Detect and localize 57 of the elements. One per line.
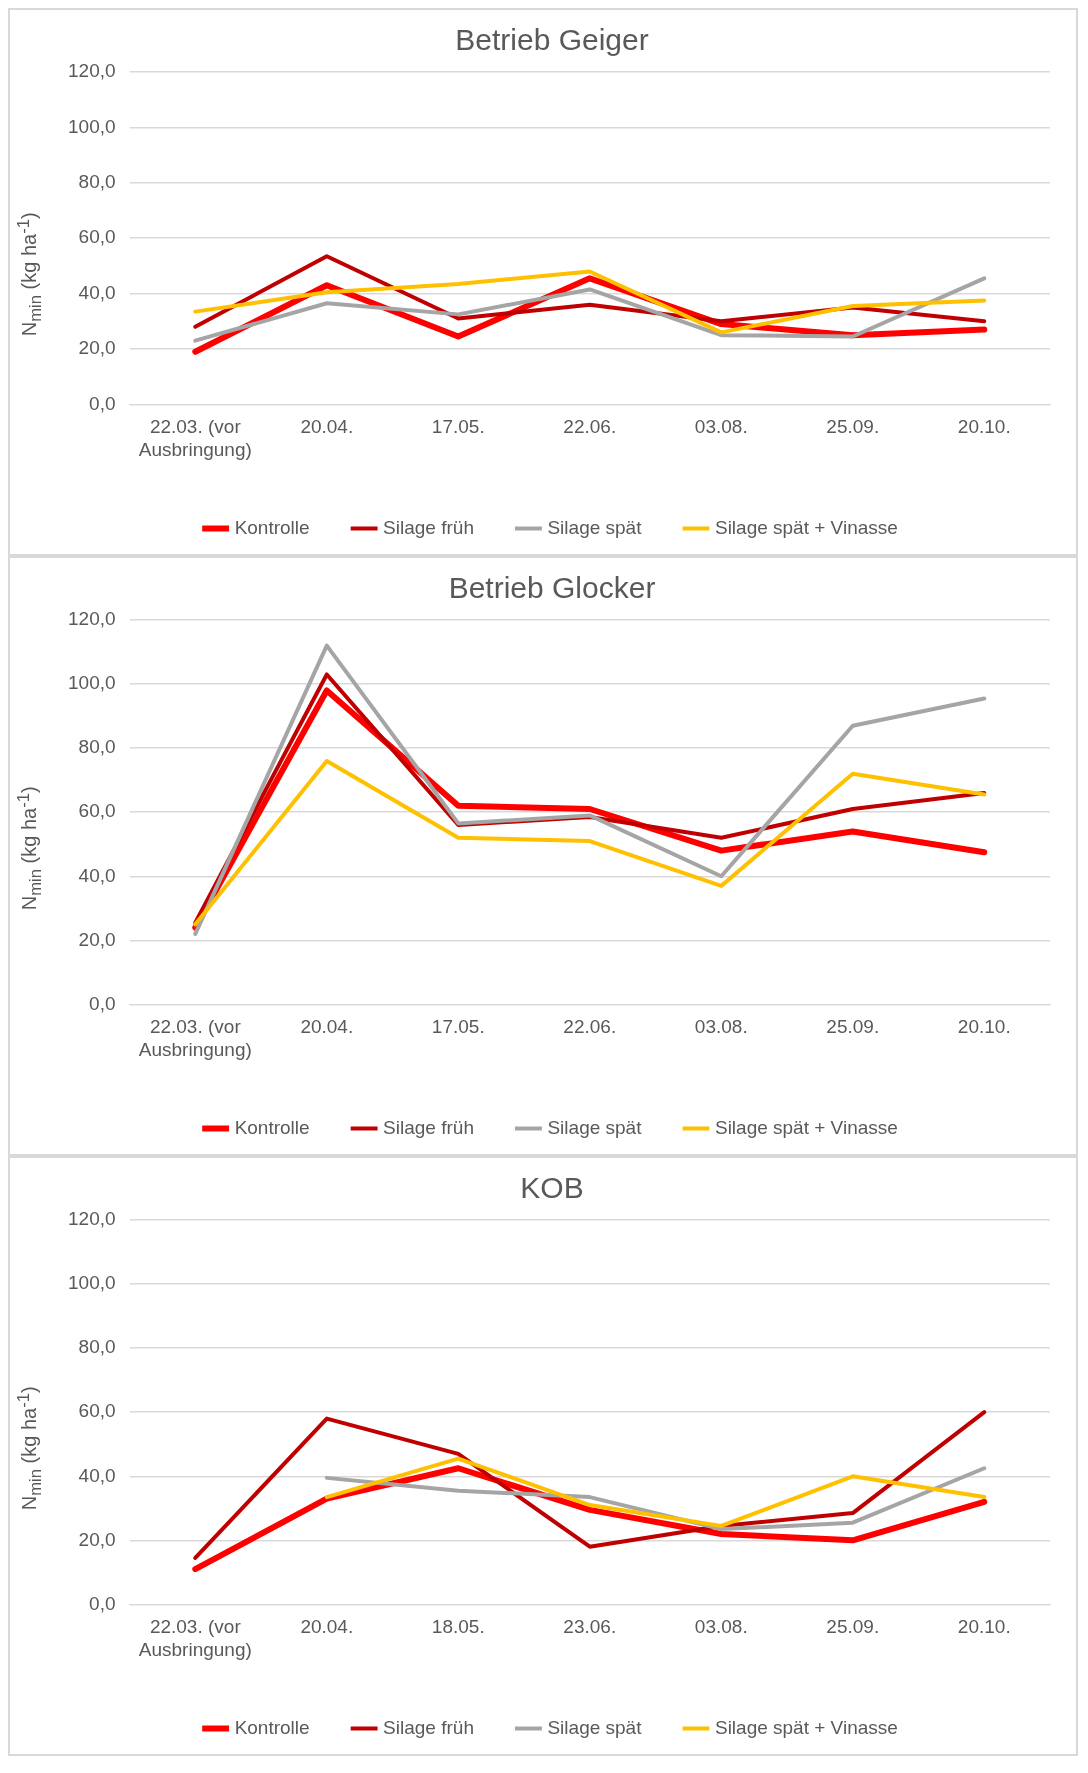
y-tick-label: 40,0	[78, 1464, 116, 1486]
x-tick-label: 20.04.	[300, 1016, 354, 1038]
x-tick-label: 17.05.	[431, 1016, 485, 1038]
legend-label: Silage spät	[547, 1716, 643, 1738]
legend-label: Kontrolle	[234, 1116, 310, 1138]
legend-label: Silage spät + Vinasse	[714, 1116, 898, 1138]
x-tick-label: 20.04.	[300, 1616, 354, 1638]
legend-label: Silage spät	[547, 516, 643, 538]
legend-label: Silage früh	[383, 1116, 474, 1138]
y-tick-label: 20,0	[78, 337, 116, 359]
y-tick-label: 0,0	[89, 392, 116, 414]
x-tick-label: 20.10.	[957, 1016, 1011, 1038]
x-tick-label: 25.09.	[826, 416, 880, 438]
y-tick-label: 0,0	[89, 1592, 116, 1614]
x-tick-label: 03.08.	[694, 416, 748, 438]
y-tick-label: 60,0	[78, 226, 116, 248]
y-tick-label: 20,0	[78, 1528, 116, 1550]
x-tick-label: 23.06.	[563, 1616, 617, 1638]
y-tick-label: 80,0	[78, 1336, 116, 1358]
y-tick-label: 100,0	[68, 672, 116, 694]
y-tick-label: 40,0	[78, 864, 116, 886]
x-tick-label: 25.09.	[826, 1616, 880, 1638]
x-tick-label: 03.08.	[694, 1616, 748, 1638]
chart-title: Betrieb Geiger	[455, 23, 649, 57]
chart-title: Betrieb Glocker	[448, 571, 656, 605]
legend-label: Kontrolle	[234, 1716, 310, 1738]
y-tick-label: 20,0	[78, 928, 116, 950]
legend-label: Silage früh	[383, 1716, 474, 1738]
y-tick-label: 60,0	[78, 800, 116, 822]
x-tick-label: 20.04.	[300, 416, 354, 438]
x-tick-label: 18.05.	[431, 1616, 485, 1638]
y-tick-label: 40,0	[78, 281, 116, 303]
y-tick-label: 60,0	[78, 1400, 116, 1422]
legend-label: Silage spät + Vinasse	[714, 516, 898, 538]
y-tick-label: 80,0	[78, 171, 116, 193]
x-tick-label: 22.03. (vor Ausbringung)	[138, 416, 252, 460]
legend-label: Silage spät	[547, 1116, 643, 1138]
y-tick-label: 120,0	[68, 60, 116, 82]
y-tick-label: 100,0	[68, 115, 116, 137]
y-tick-label: 0,0	[89, 992, 116, 1014]
chart-title: KOB	[520, 1171, 584, 1205]
legend-label: Silage früh	[383, 516, 474, 538]
x-tick-label: 17.05.	[431, 416, 485, 438]
x-tick-label: 22.06.	[563, 416, 617, 438]
x-tick-label: 22.06.	[563, 1016, 617, 1038]
y-tick-label: 80,0	[78, 736, 116, 758]
x-tick-label: 03.08.	[694, 1016, 748, 1038]
legend-label: Silage spät + Vinasse	[714, 1716, 898, 1738]
x-tick-label: 22.03. (vor Ausbringung)	[138, 1016, 252, 1060]
x-tick-label: 25.09.	[826, 1016, 880, 1038]
x-tick-label: 20.10.	[957, 416, 1011, 438]
y-tick-label: 120,0	[68, 608, 116, 630]
legend-label: Kontrolle	[234, 516, 310, 538]
y-tick-label: 100,0	[68, 1272, 116, 1294]
x-tick-label: 22.03. (vor Ausbringung)	[138, 1616, 252, 1660]
y-tick-label: 120,0	[68, 1208, 116, 1230]
x-tick-label: 20.10.	[957, 1616, 1011, 1638]
